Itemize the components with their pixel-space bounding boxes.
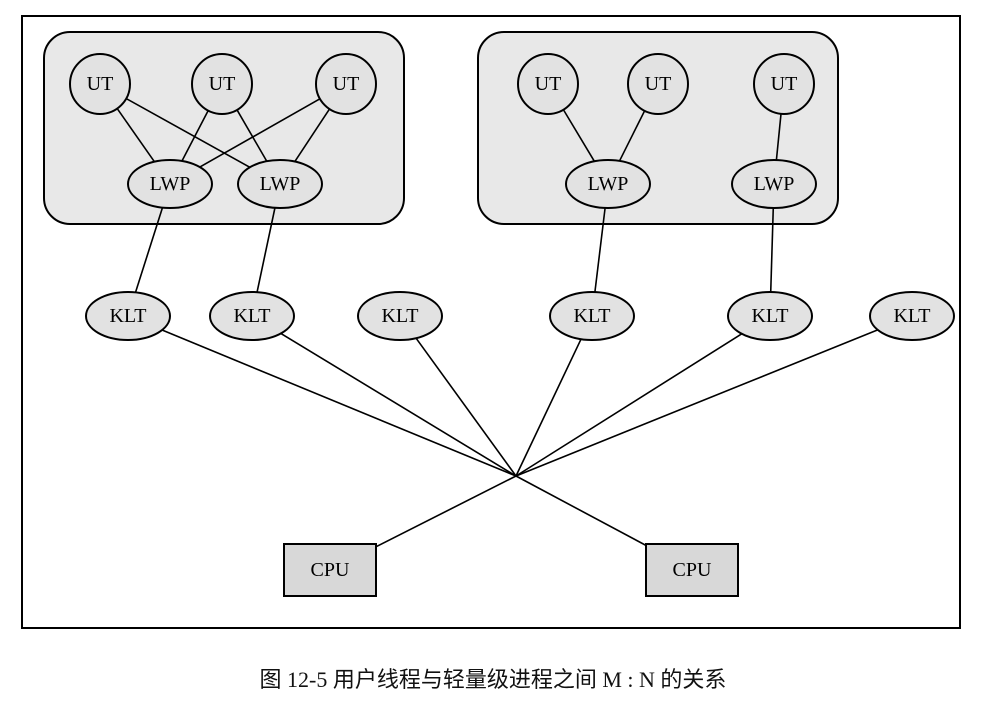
lwp-label: LWP xyxy=(150,173,191,195)
edge-hub-cpu xyxy=(364,476,516,553)
klt-label: KLT xyxy=(381,305,418,327)
ut-label: UT xyxy=(87,73,114,95)
klt-label: KLT xyxy=(751,305,788,327)
ut-label: UT xyxy=(645,73,672,95)
lwp-label: LWP xyxy=(260,173,301,195)
edge-hub-cpu xyxy=(516,476,659,552)
cpu-label: CPU xyxy=(311,559,350,581)
diagram-svg: UT UT UT UT UT UT LWP LWP LWP LWP KLT KLT KLT KLT KLT K… xyxy=(0,0,986,705)
cpu-label: CPU xyxy=(673,559,712,581)
klt-label: KLT xyxy=(233,305,270,327)
figure-caption: 图 12-5 用户线程与轻量级进程之间 M : N 的关系 xyxy=(0,662,986,694)
lwp-label: LWP xyxy=(588,173,629,195)
ut-label: UT xyxy=(333,73,360,95)
diagram-root: UT UT UT UT UT UT LWP LWP LWP LWP KLT KLT KLT KLT KLT K… xyxy=(0,0,986,705)
lwp-label: LWP xyxy=(754,173,795,195)
edge-klt-hub xyxy=(516,330,878,476)
ut-label: UT xyxy=(535,73,562,95)
edge-klt-hub xyxy=(281,333,516,476)
ut-label: UT xyxy=(209,73,236,95)
ut-label: UT xyxy=(771,73,798,95)
klt-label: KLT xyxy=(109,305,146,327)
klt-label: KLT xyxy=(893,305,930,327)
klt-label: KLT xyxy=(573,305,610,327)
